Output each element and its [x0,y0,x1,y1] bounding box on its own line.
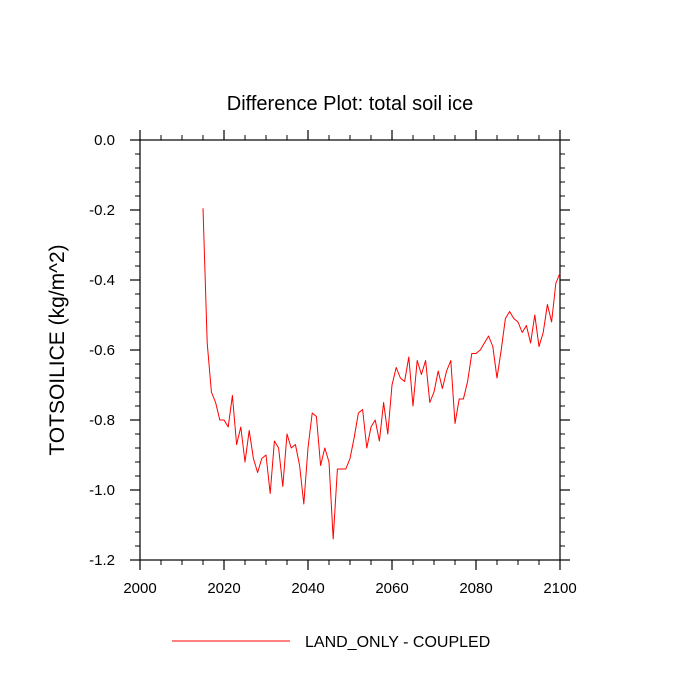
x-tick-label: 2040 [291,580,324,597]
y-tick-label: -1.2 [89,552,115,569]
y-tick-label: -1.0 [89,482,115,499]
legend: LAND_ONLY - COUPLED [172,634,490,651]
y-tick-label: -0.6 [89,342,115,359]
x-tick-label: 2080 [459,580,492,597]
y-tick-label: -0.8 [89,412,115,429]
series-layer [202,208,561,540]
x-tick-label: 2000 [123,580,156,597]
y-tick-label: 0.0 [94,132,115,149]
chart-title: Difference Plot: total soil ice [227,93,473,115]
legend-label: LAND_ONLY - COUPLED [305,634,490,651]
x-tick-label: 2100 [543,580,576,597]
y-axis-label: TOTSOILICE (kg/m^2) [46,244,69,455]
plot-frame [139,139,561,561]
x-tick-label: 2020 [207,580,240,597]
x-tick-label: 2060 [375,580,408,597]
y-tick-label: -0.4 [89,272,115,289]
axes: 2000 2020 2040 2060 2080 2100 0.0 -0.2 -0.4 -0.6 -… [89,130,577,597]
series-line-0 [202,208,561,540]
y-tick-label: -0.2 [89,202,115,219]
